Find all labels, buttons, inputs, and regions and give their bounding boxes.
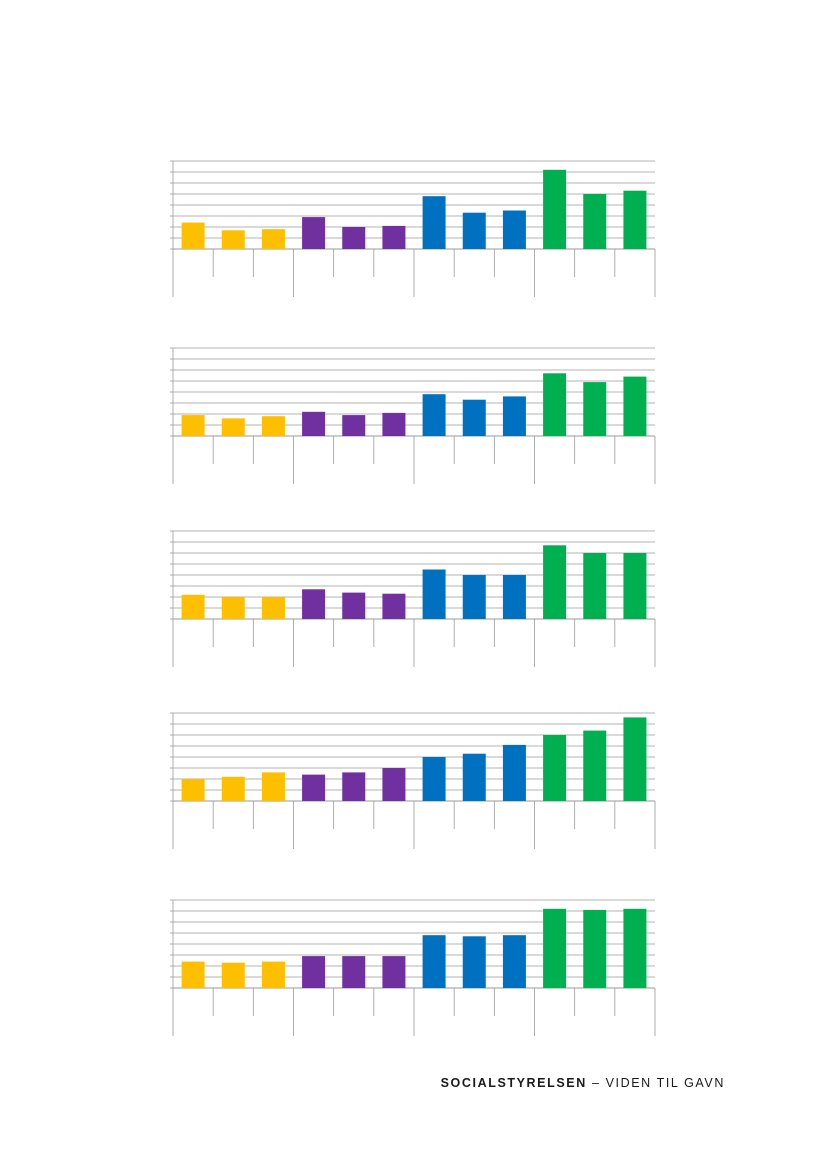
footer: SOCIALSTYRELSEN – VIDEN TIL GAVN — [441, 1076, 725, 1090]
bar — [181, 594, 205, 619]
bar — [221, 962, 245, 988]
bar — [543, 735, 567, 801]
bar — [382, 225, 406, 249]
bar — [543, 545, 567, 619]
bar — [382, 412, 406, 436]
bar — [302, 956, 326, 988]
bar-chart-4 — [170, 712, 656, 849]
bar — [382, 768, 406, 801]
bar — [422, 935, 446, 988]
bar — [302, 217, 326, 249]
bar — [342, 956, 366, 988]
bar — [543, 373, 567, 436]
bar — [181, 779, 205, 801]
bar — [462, 575, 486, 619]
bar — [623, 717, 647, 801]
bar — [382, 956, 406, 988]
bar — [342, 772, 366, 801]
bar — [623, 908, 647, 988]
bar — [502, 744, 526, 801]
bar-chart-1 — [170, 160, 656, 297]
bar — [502, 575, 526, 619]
bar — [342, 592, 366, 619]
bar — [261, 229, 285, 249]
bar — [261, 597, 285, 619]
bar — [181, 222, 205, 249]
bar — [462, 212, 486, 249]
bar-chart-5 — [170, 899, 656, 1036]
bar — [583, 730, 607, 801]
bar — [422, 569, 446, 619]
bar — [221, 418, 245, 436]
bar — [261, 961, 285, 988]
footer-brand: SOCIALSTYRELSEN — [440, 1076, 587, 1090]
bar — [462, 753, 486, 801]
bar — [302, 411, 326, 436]
bar — [181, 415, 205, 436]
bar — [502, 935, 526, 988]
footer-tagline: – VIDEN TIL GAVN — [586, 1076, 725, 1090]
bar — [583, 909, 607, 988]
bar — [261, 416, 285, 436]
bar — [342, 227, 366, 249]
bar — [462, 399, 486, 436]
bar — [583, 194, 607, 249]
bar — [502, 396, 526, 436]
bar — [543, 908, 567, 988]
bar — [221, 776, 245, 801]
bar — [583, 382, 607, 436]
bar — [462, 936, 486, 988]
bar — [623, 553, 647, 619]
bar — [422, 757, 446, 801]
bar — [181, 961, 205, 988]
bar — [342, 415, 366, 436]
bar — [583, 553, 607, 619]
bar — [502, 210, 526, 249]
bar — [623, 376, 647, 436]
bar — [302, 589, 326, 619]
bar — [261, 772, 285, 801]
bar — [221, 597, 245, 619]
bar — [382, 593, 406, 619]
bar-chart-2 — [170, 347, 656, 484]
bar — [302, 774, 326, 801]
bar — [221, 230, 245, 249]
bar — [623, 190, 647, 249]
bar-chart-3 — [170, 530, 656, 667]
bar — [422, 196, 446, 249]
bar — [543, 169, 567, 249]
bar — [422, 394, 446, 436]
